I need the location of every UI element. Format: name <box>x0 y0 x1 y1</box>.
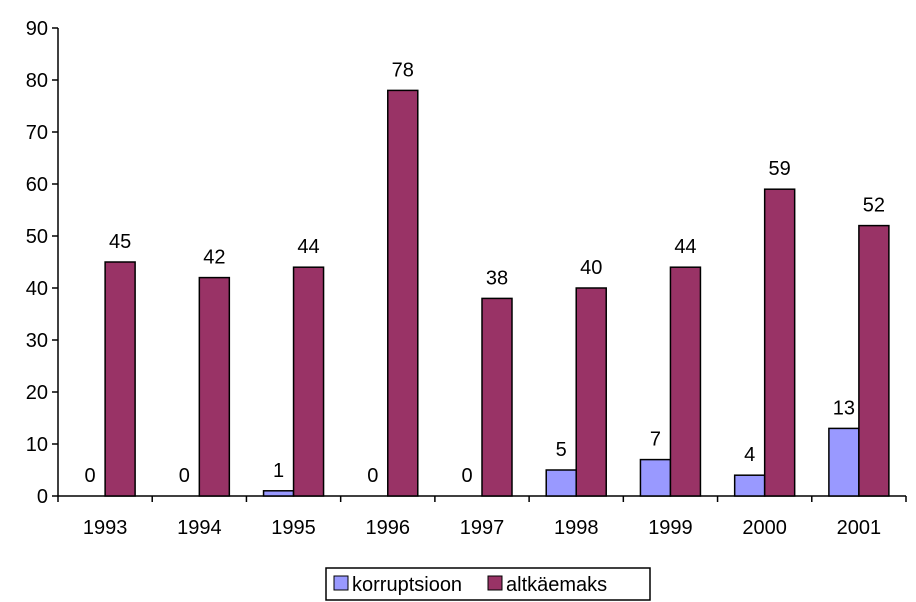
y-tick-label: 0 <box>37 486 48 508</box>
x-tick-label: 1996 <box>366 517 411 539</box>
data-label: 13 <box>833 397 855 419</box>
data-label: 7 <box>650 429 661 451</box>
y-tick-label: 60 <box>26 174 48 196</box>
data-label: 42 <box>203 247 225 269</box>
bar-korruptsioon <box>639 458 672 497</box>
x-tick-label: 1993 <box>83 517 128 539</box>
bar-altkemaks <box>292 266 325 497</box>
data-label: 0 <box>367 465 378 487</box>
legend-label-korruptsioon: korruptsioon <box>352 574 462 596</box>
data-label: 78 <box>392 59 414 81</box>
bar-korruptsioon <box>733 474 766 497</box>
bars <box>104 89 890 497</box>
bar-altkemaks <box>387 89 419 497</box>
data-label: 1 <box>273 460 284 482</box>
x-tick-label: 1997 <box>460 517 505 539</box>
bar-altkemaks <box>104 261 136 497</box>
x-tick-label: 1998 <box>554 517 599 539</box>
data-label: 59 <box>769 158 791 180</box>
y-tick-label: 20 <box>26 382 48 404</box>
bar-altkemaks <box>575 287 607 497</box>
x-tick-label: 1999 <box>648 517 693 539</box>
y-axis: 0 10 20 30 40 50 60 70 80 90 <box>26 18 59 508</box>
data-label: 0 <box>85 465 96 487</box>
bar-altkemaks <box>763 188 796 497</box>
data-label: 44 <box>674 236 696 258</box>
y-tick-label: 40 <box>26 278 48 300</box>
x-axis: 1993 1994 1995 1996 1997 1998 1999 2000 2001 <box>57 495 907 539</box>
legend: korruptsioon altkäemaks <box>325 567 651 601</box>
bar-altkemaks <box>198 276 231 497</box>
y-tick-label: 70 <box>26 122 48 144</box>
data-label: 4 <box>744 444 755 466</box>
legend-swatch-altkaemaks <box>487 575 503 591</box>
data-label: 40 <box>580 257 602 279</box>
bar-korruptsioon <box>828 427 860 497</box>
data-label: 44 <box>297 236 319 258</box>
bar-korruptsioon <box>545 469 577 497</box>
y-tick-label: 80 <box>26 70 48 92</box>
x-tick-label: 2000 <box>742 517 787 539</box>
y-tick-label: 30 <box>26 330 48 352</box>
data-label: 5 <box>556 439 567 461</box>
bar-altkemaks <box>858 224 890 497</box>
x-tick-label: 1995 <box>271 517 316 539</box>
y-tick-label: 10 <box>26 434 48 456</box>
bar-altkemaks <box>481 297 513 497</box>
x-tick-label: 2001 <box>837 517 882 539</box>
y-tick-label: 50 <box>26 226 48 248</box>
x-tick-label: 1994 <box>177 517 222 539</box>
data-label: 45 <box>109 231 131 253</box>
legend-label-altkaemaks: altkäemaks <box>506 574 607 596</box>
data-label: 52 <box>863 195 885 217</box>
data-labels: 0 0 1 0 0 5 7 4 13 45 42 44 78 38 40 44 59 52 <box>85 59 885 487</box>
y-tick-label: 90 <box>26 18 48 40</box>
bar-altkemaks <box>669 266 702 497</box>
legend-swatch-korruptsioon <box>333 575 349 591</box>
data-label: 38 <box>486 267 508 289</box>
data-label: 0 <box>179 465 190 487</box>
data-label: 0 <box>461 465 472 487</box>
bar-korruptsioon <box>262 490 295 497</box>
